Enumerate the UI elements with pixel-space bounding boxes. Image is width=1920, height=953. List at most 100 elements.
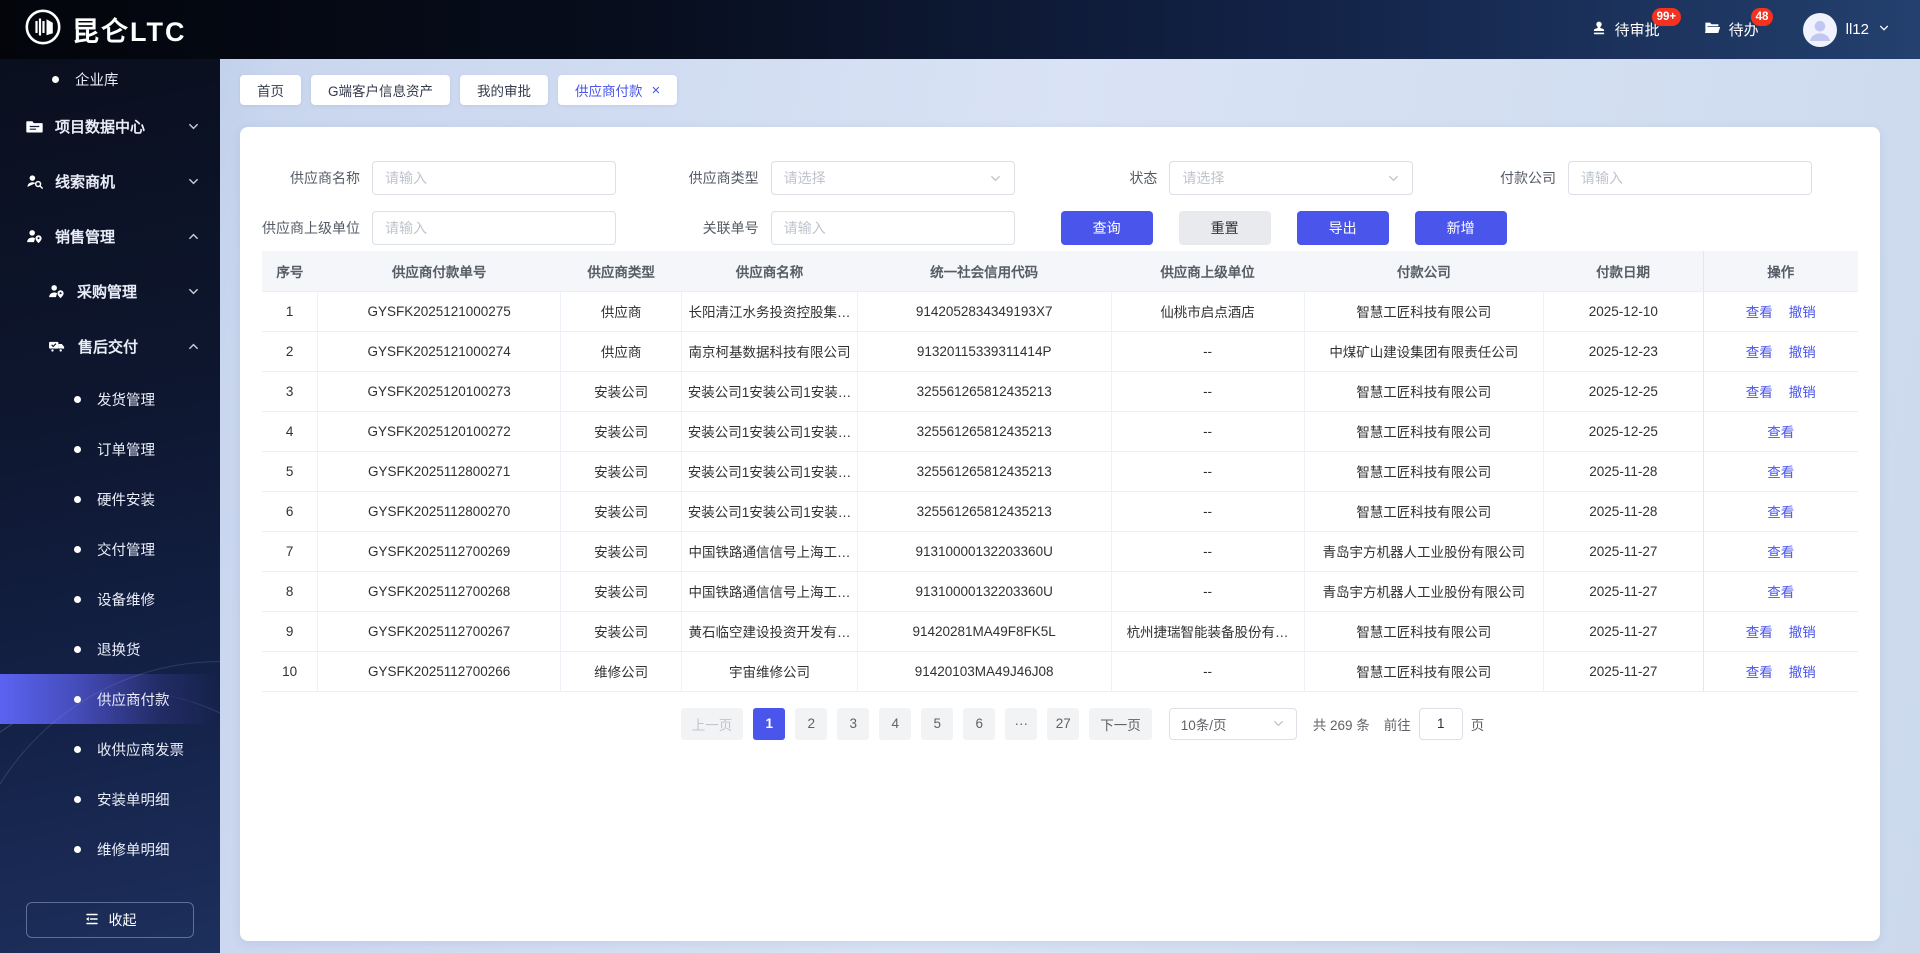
user-menu[interactable]: ll12 <box>1802 12 1890 47</box>
sidebar-item-9[interactable]: 交付管理 <box>0 524 220 574</box>
view-link[interactable]: 查看 <box>1745 345 1773 360</box>
sidebar-item-label: 设备维修 <box>97 592 155 609</box>
goto-page-input[interactable] <box>1418 707 1463 740</box>
cell-supplier_type: 安装公司 <box>559 411 682 452</box>
page-button-6[interactable]: 6 <box>963 707 996 740</box>
close-icon[interactable]: × <box>651 81 661 99</box>
column-header-supplier_name: 供应商名称 <box>681 251 858 292</box>
page-button-27[interactable]: 27 <box>1047 707 1080 740</box>
sidebar-item-8[interactable]: 硬件安装 <box>0 474 220 524</box>
cell-parent_unit: -- <box>1110 331 1305 372</box>
cell-no: 10 <box>262 651 318 692</box>
view-link[interactable]: 查看 <box>1767 465 1795 480</box>
sidebar-item-10[interactable]: 设备维修 <box>0 574 220 624</box>
bullet-icon <box>74 395 81 403</box>
page-button-5[interactable]: 5 <box>921 707 954 740</box>
view-link[interactable]: 查看 <box>1745 305 1773 320</box>
sidebar-item-12[interactable]: 供应商付款 <box>0 674 220 724</box>
sales-icon <box>26 228 43 245</box>
next-page-button[interactable]: 下一页 <box>1089 707 1152 740</box>
navbar-right: 待审批 99+ 待办 48 <box>1591 8 1890 47</box>
table-row: 3 GYSFK2025120100273 安装公司 安装公司1安装公司1安装… 3255… <box>262 371 1858 412</box>
sidebar-item-14[interactable]: 安装单明细 <box>0 774 220 824</box>
view-link[interactable]: 查看 <box>1767 505 1795 520</box>
column-header-pay_date: 付款日期 <box>1543 251 1704 292</box>
chevron-down-icon <box>989 172 1002 185</box>
bullet-icon <box>74 645 81 653</box>
table-row: 9 GYSFK2025112700267 安装公司 黄石临空建设投资开发有… 91420… <box>262 611 1858 652</box>
nav-pending-approval[interactable]: 待审批 99+ <box>1591 8 1682 40</box>
tab-1[interactable]: G端客户信息资产 <box>311 75 451 105</box>
sidebar-item-label: 维修单明细 <box>97 842 170 859</box>
revoke-link[interactable]: 撤销 <box>1788 345 1816 360</box>
revoke-link[interactable]: 撤销 <box>1788 625 1816 640</box>
view-link[interactable]: 查看 <box>1745 665 1773 680</box>
cell-pay_date: 2025-11-28 <box>1543 491 1704 532</box>
page-button-1[interactable]: 1 <box>753 707 786 740</box>
revoke-link[interactable]: 撤销 <box>1788 385 1816 400</box>
cell-parent_unit: -- <box>1110 491 1305 532</box>
chevron-down-icon <box>1387 172 1400 185</box>
sidebar-item-15[interactable]: 维修单明细 <box>0 824 220 874</box>
sidebar-item-7[interactable]: 订单管理 <box>0 424 220 474</box>
filter-select-0-2[interactable]: 请选择 <box>1169 161 1414 195</box>
reset-button[interactable]: 重置 <box>1178 211 1271 245</box>
search-button[interactable]: 查询 <box>1060 211 1153 245</box>
tab-3[interactable]: 供应商付款 × <box>558 75 678 105</box>
sidebar-item-label: 收供应商发票 <box>97 742 184 759</box>
export-button[interactable]: 导出 <box>1296 211 1389 245</box>
cell-order_no: GYSFK2025112800271 <box>317 451 561 492</box>
revoke-link[interactable]: 撤销 <box>1788 305 1816 320</box>
view-link[interactable]: 查看 <box>1767 585 1795 600</box>
page-button-3[interactable]: 3 <box>837 707 870 740</box>
view-link[interactable]: 查看 <box>1745 625 1773 640</box>
sidebar-group-2[interactable]: 线索商机 <box>0 154 220 209</box>
top-navbar: 昆仑LTC 待审批 99+ <box>0 0 1920 59</box>
sidebar-item-11[interactable]: 退换货 <box>0 624 220 674</box>
chevron-up-icon <box>187 340 200 353</box>
cell-parent_unit: -- <box>1110 651 1305 692</box>
nav-todo[interactable]: 待办 48 <box>1704 8 1774 40</box>
filter-input-1-0[interactable] <box>372 211 616 245</box>
cell-credit_code: 325561265812435213 <box>856 451 1112 492</box>
operation-cell: 查看 <box>1702 571 1858 612</box>
sidebar-group-3[interactable]: 销售管理 <box>0 209 220 264</box>
collapse-sidebar-button[interactable]: 收起 <box>26 902 194 938</box>
filter-input-0-0[interactable] <box>372 161 616 195</box>
page-button-4[interactable]: 4 <box>879 707 912 740</box>
sidebar-item-6[interactable]: 发货管理 <box>0 374 220 424</box>
tab-0[interactable]: 首页 <box>240 75 301 105</box>
view-link[interactable]: 查看 <box>1745 385 1773 400</box>
cell-parent_unit: -- <box>1110 451 1305 492</box>
operation-cell: 查看 <box>1702 451 1858 492</box>
prev-page-button[interactable]: 上一页 <box>680 707 744 740</box>
page-ellipsis[interactable]: ··· <box>1005 707 1038 740</box>
page-button-2[interactable]: 2 <box>795 707 828 740</box>
column-header-op: 操作 <box>1702 251 1858 292</box>
sidebar-item-0[interactable]: 企业库 <box>0 59 220 99</box>
filter-label: 关联单号 <box>702 220 759 236</box>
sidebar-item-13[interactable]: 收供应商发票 <box>0 724 220 774</box>
sidebar-item-label: 退换货 <box>97 642 141 659</box>
view-link[interactable]: 查看 <box>1767 425 1795 440</box>
revoke-link[interactable]: 撤销 <box>1788 665 1816 680</box>
cell-pay_company: 智慧工匠科技有限公司 <box>1303 451 1544 492</box>
page-size-select[interactable]: 10条/页 <box>1168 707 1297 740</box>
cell-supplier_type: 供应商 <box>559 291 682 332</box>
sidebar-group-5[interactable]: 售后交付 <box>0 319 220 374</box>
cell-supplier_name: 安装公司1安装公司1安装… <box>681 491 858 532</box>
cell-credit_code: 9142052834349193X7 <box>856 291 1112 332</box>
cell-order_no: GYSFK2025120100272 <box>317 411 561 452</box>
cell-pay_date: 2025-11-27 <box>1543 611 1704 652</box>
filter-select-0-1[interactable]: 请选择 <box>770 161 1015 195</box>
add-button[interactable]: 新增 <box>1414 211 1507 245</box>
cell-order_no: GYSFK2025120100273 <box>317 371 561 412</box>
chevron-down-icon <box>187 175 200 188</box>
sidebar-group-1[interactable]: 项目数据中心 <box>0 99 220 154</box>
sidebar-group-4[interactable]: 采购管理 <box>0 264 220 319</box>
view-link[interactable]: 查看 <box>1767 545 1795 560</box>
filter-input-1-1[interactable] <box>770 211 1015 245</box>
filter-input-0-3[interactable] <box>1567 161 1812 195</box>
tab-2[interactable]: 我的审批 <box>460 75 549 105</box>
